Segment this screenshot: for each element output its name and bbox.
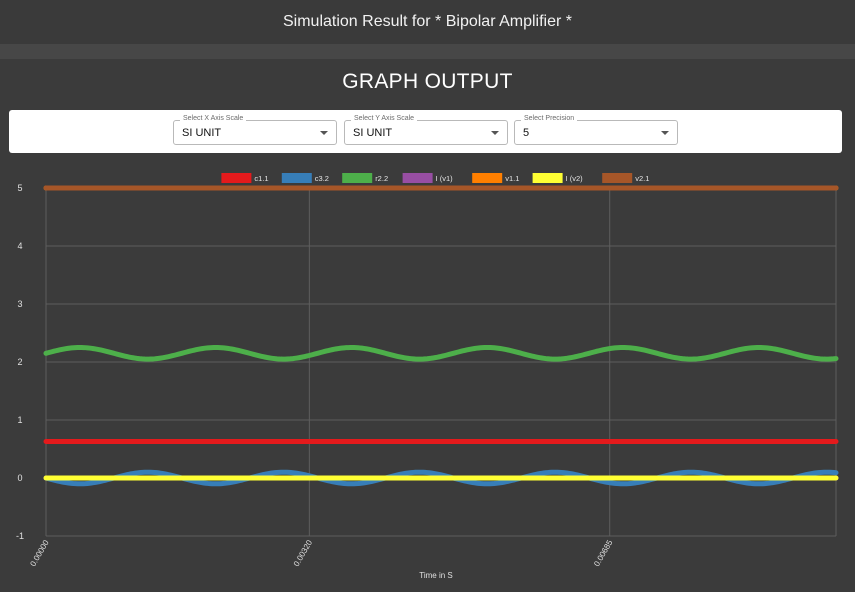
x-axis-label: Time in S xyxy=(419,571,453,580)
series-line-r2-2 xyxy=(43,344,839,362)
y-tick-label: 2 xyxy=(17,357,22,367)
y-tick-label: 1 xyxy=(17,415,22,425)
x-tick-label: 0.00320 xyxy=(292,538,315,568)
legend-swatch xyxy=(342,173,373,183)
x-axis-scale-select[interactable]: Select X Axis Scale SI UNIT xyxy=(173,115,337,145)
legend-label: v2.1 xyxy=(635,174,649,183)
precision-label: Select Precision xyxy=(521,115,578,122)
x-tick-label: 0.00000 xyxy=(28,538,51,568)
legend-swatch xyxy=(472,173,503,183)
y-tick-label: -1 xyxy=(16,531,24,541)
y-tick-label: 3 xyxy=(17,299,22,309)
top-bar: Simulation Result for * Bipolar Amplifie… xyxy=(0,0,855,44)
controls-bar: Select X Axis Scale SI UNIT Select Y Axi… xyxy=(9,110,842,153)
legend-swatch xyxy=(402,173,433,183)
chevron-down-icon xyxy=(320,131,328,135)
legend-label: v1.1 xyxy=(505,174,519,183)
chevron-down-icon xyxy=(661,131,669,135)
simulation-line-chart: -1 0 1 2 3 4 5 0.00000 0.00320 0.00685 c1.1 c3.2 r2.… xyxy=(16,173,839,580)
legend-swatch xyxy=(281,173,312,183)
y-axis-scale-value: SI UNIT xyxy=(353,127,393,139)
x-axis-scale-label: Select X Axis Scale xyxy=(180,115,247,122)
y-tick-label: 0 xyxy=(17,473,22,483)
legend-label: r2.2 xyxy=(375,174,388,183)
legend-label: I (v1) xyxy=(436,174,454,183)
header-divider xyxy=(0,44,855,59)
x-axis-scale-value: SI UNIT xyxy=(182,127,222,139)
simulation-title: Simulation Result for * Bipolar Amplifie… xyxy=(282,13,572,30)
precision-select[interactable]: Select Precision 5 xyxy=(514,115,678,145)
legend-label: I (v2) xyxy=(566,174,584,183)
legend-label: c3.2 xyxy=(315,174,329,183)
precision-value: 5 xyxy=(523,127,530,139)
graph-heading: GRAPH OUTPUT xyxy=(342,70,513,93)
chevron-down-icon xyxy=(491,131,499,135)
y-axis-scale-label: Select Y Axis Scale xyxy=(351,115,418,122)
y-tick-label: 4 xyxy=(17,241,22,251)
x-tick-label: 0.00685 xyxy=(592,538,615,568)
legend-swatch xyxy=(602,173,633,183)
legend-label: c1.1 xyxy=(254,174,268,183)
legend-swatch xyxy=(532,173,563,183)
y-axis-scale-select[interactable]: Select Y Axis Scale SI UNIT xyxy=(344,115,508,145)
legend-swatch xyxy=(221,173,252,183)
y-tick-label: 5 xyxy=(17,183,22,193)
